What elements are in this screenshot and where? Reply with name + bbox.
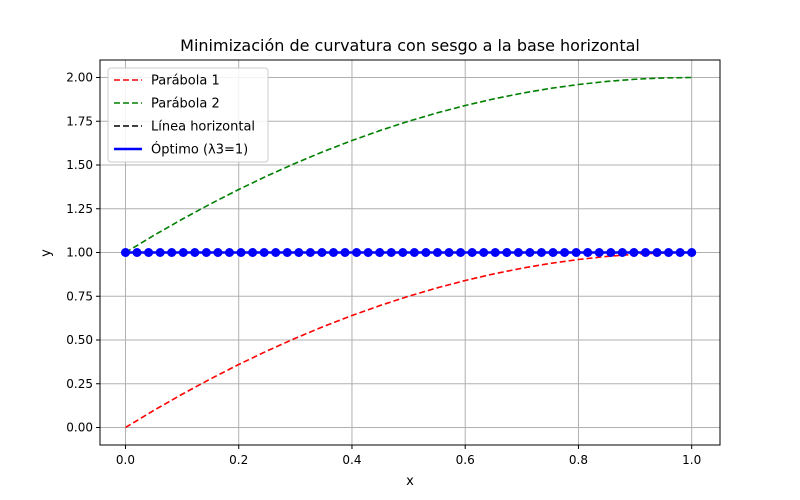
legend: Parábola 1 Parábola 2 Línea horizontal Ópti…	[107, 67, 269, 163]
legend-label: Parábola 1	[151, 74, 220, 89]
series-optimo-point	[571, 248, 581, 257]
series-optimo-point	[594, 248, 604, 257]
series-optimo-point	[525, 248, 535, 257]
series-optimo-point	[340, 248, 350, 257]
y-tick-label: 0.00	[66, 421, 93, 435]
series-optimo-point	[352, 248, 362, 257]
series-optimo-point	[617, 248, 627, 257]
series-optimo-point	[386, 248, 396, 257]
series-optimo-point	[132, 248, 142, 257]
series-optimo-point	[444, 248, 454, 257]
y-tick-label: 0.50	[66, 333, 93, 347]
x-tick-label: 0.6	[456, 453, 475, 467]
series-optimo-point	[328, 248, 338, 257]
series-optimo-point	[271, 248, 281, 257]
series-optimo-point	[224, 248, 234, 257]
series-optimo-point	[259, 248, 269, 257]
series-optimo-point	[144, 248, 154, 257]
series-optimo-point	[536, 248, 546, 257]
series-optimo-point	[375, 248, 385, 257]
series-optimo-point	[432, 248, 442, 257]
series-optimo-point	[178, 248, 188, 257]
legend-box	[107, 67, 269, 163]
series-optimo-point	[606, 248, 616, 257]
series-optimo-point	[502, 248, 512, 257]
series-optimo-point	[155, 248, 165, 257]
legend-label: Óptimo (λ3=1)	[151, 142, 248, 158]
legend-label: Parábola 2	[151, 97, 220, 112]
y-tick-label: 0.75	[66, 289, 93, 303]
series-optimo-point	[664, 248, 674, 257]
series-optimo-point	[190, 248, 200, 257]
y-tick-label: 1.00	[66, 246, 93, 260]
series-optimo-point	[675, 248, 685, 257]
x-tick-label: 0.2	[229, 453, 248, 467]
series-optimo-point	[120, 248, 130, 257]
series-optimo-point	[456, 248, 466, 257]
series-optimo-point	[363, 248, 373, 257]
x-axis-label: x	[406, 474, 414, 489]
series-optimo-point	[467, 248, 477, 257]
series-optimo-point	[629, 248, 639, 257]
series-optimo-point	[213, 248, 223, 257]
series-optimo-point	[282, 248, 292, 257]
y-tick-label: 2.00	[66, 71, 93, 85]
series-optimo-point	[548, 248, 558, 257]
series-line-0	[125, 251, 692, 429]
x-tick-label: 0.4	[342, 453, 361, 467]
series-optimo-point	[479, 248, 489, 257]
y-axis-label: y	[39, 249, 54, 257]
x-tick-label: 0.0	[116, 453, 135, 467]
x-tick-label: 1.0	[682, 453, 701, 467]
series-optimo-point	[640, 248, 650, 257]
y-tick-label: 1.75	[66, 114, 93, 128]
y-tick-label: 1.50	[66, 158, 93, 172]
series-optimo-point	[201, 248, 211, 257]
series-optimo-point	[421, 248, 431, 257]
series-optimo-point	[305, 248, 315, 257]
series-optimo-point	[317, 248, 327, 257]
series-optimo-point	[409, 248, 419, 257]
chart-title: Minimización de curvatura con sesgo a la…	[180, 36, 640, 55]
series-optimo-point	[248, 248, 258, 257]
series-optimo-point	[398, 248, 408, 257]
series-optimo-point	[294, 248, 304, 257]
series-optimo-point	[687, 248, 697, 257]
y-tick-label: 1.25	[66, 202, 93, 216]
y-tick-label: 0.25	[66, 377, 93, 391]
series-optimo-point	[490, 248, 500, 257]
series-optimo-point	[513, 248, 523, 257]
series-optimo-point	[560, 248, 570, 257]
series-optimo-point	[583, 248, 593, 257]
series-line-1	[125, 76, 692, 254]
x-tick-label: 0.8	[569, 453, 588, 467]
legend-label: Línea horizontal	[151, 120, 255, 135]
tick-layer: 0.0 0.2 0.4 0.6 0.8 1.0 0.00 0.25 0.50 0.75 1.00 1.…	[66, 71, 701, 468]
series-optimo-point	[236, 248, 246, 257]
series-layer	[120, 76, 697, 429]
series-optimo-point	[652, 248, 662, 257]
series-optimo-point	[167, 248, 177, 257]
